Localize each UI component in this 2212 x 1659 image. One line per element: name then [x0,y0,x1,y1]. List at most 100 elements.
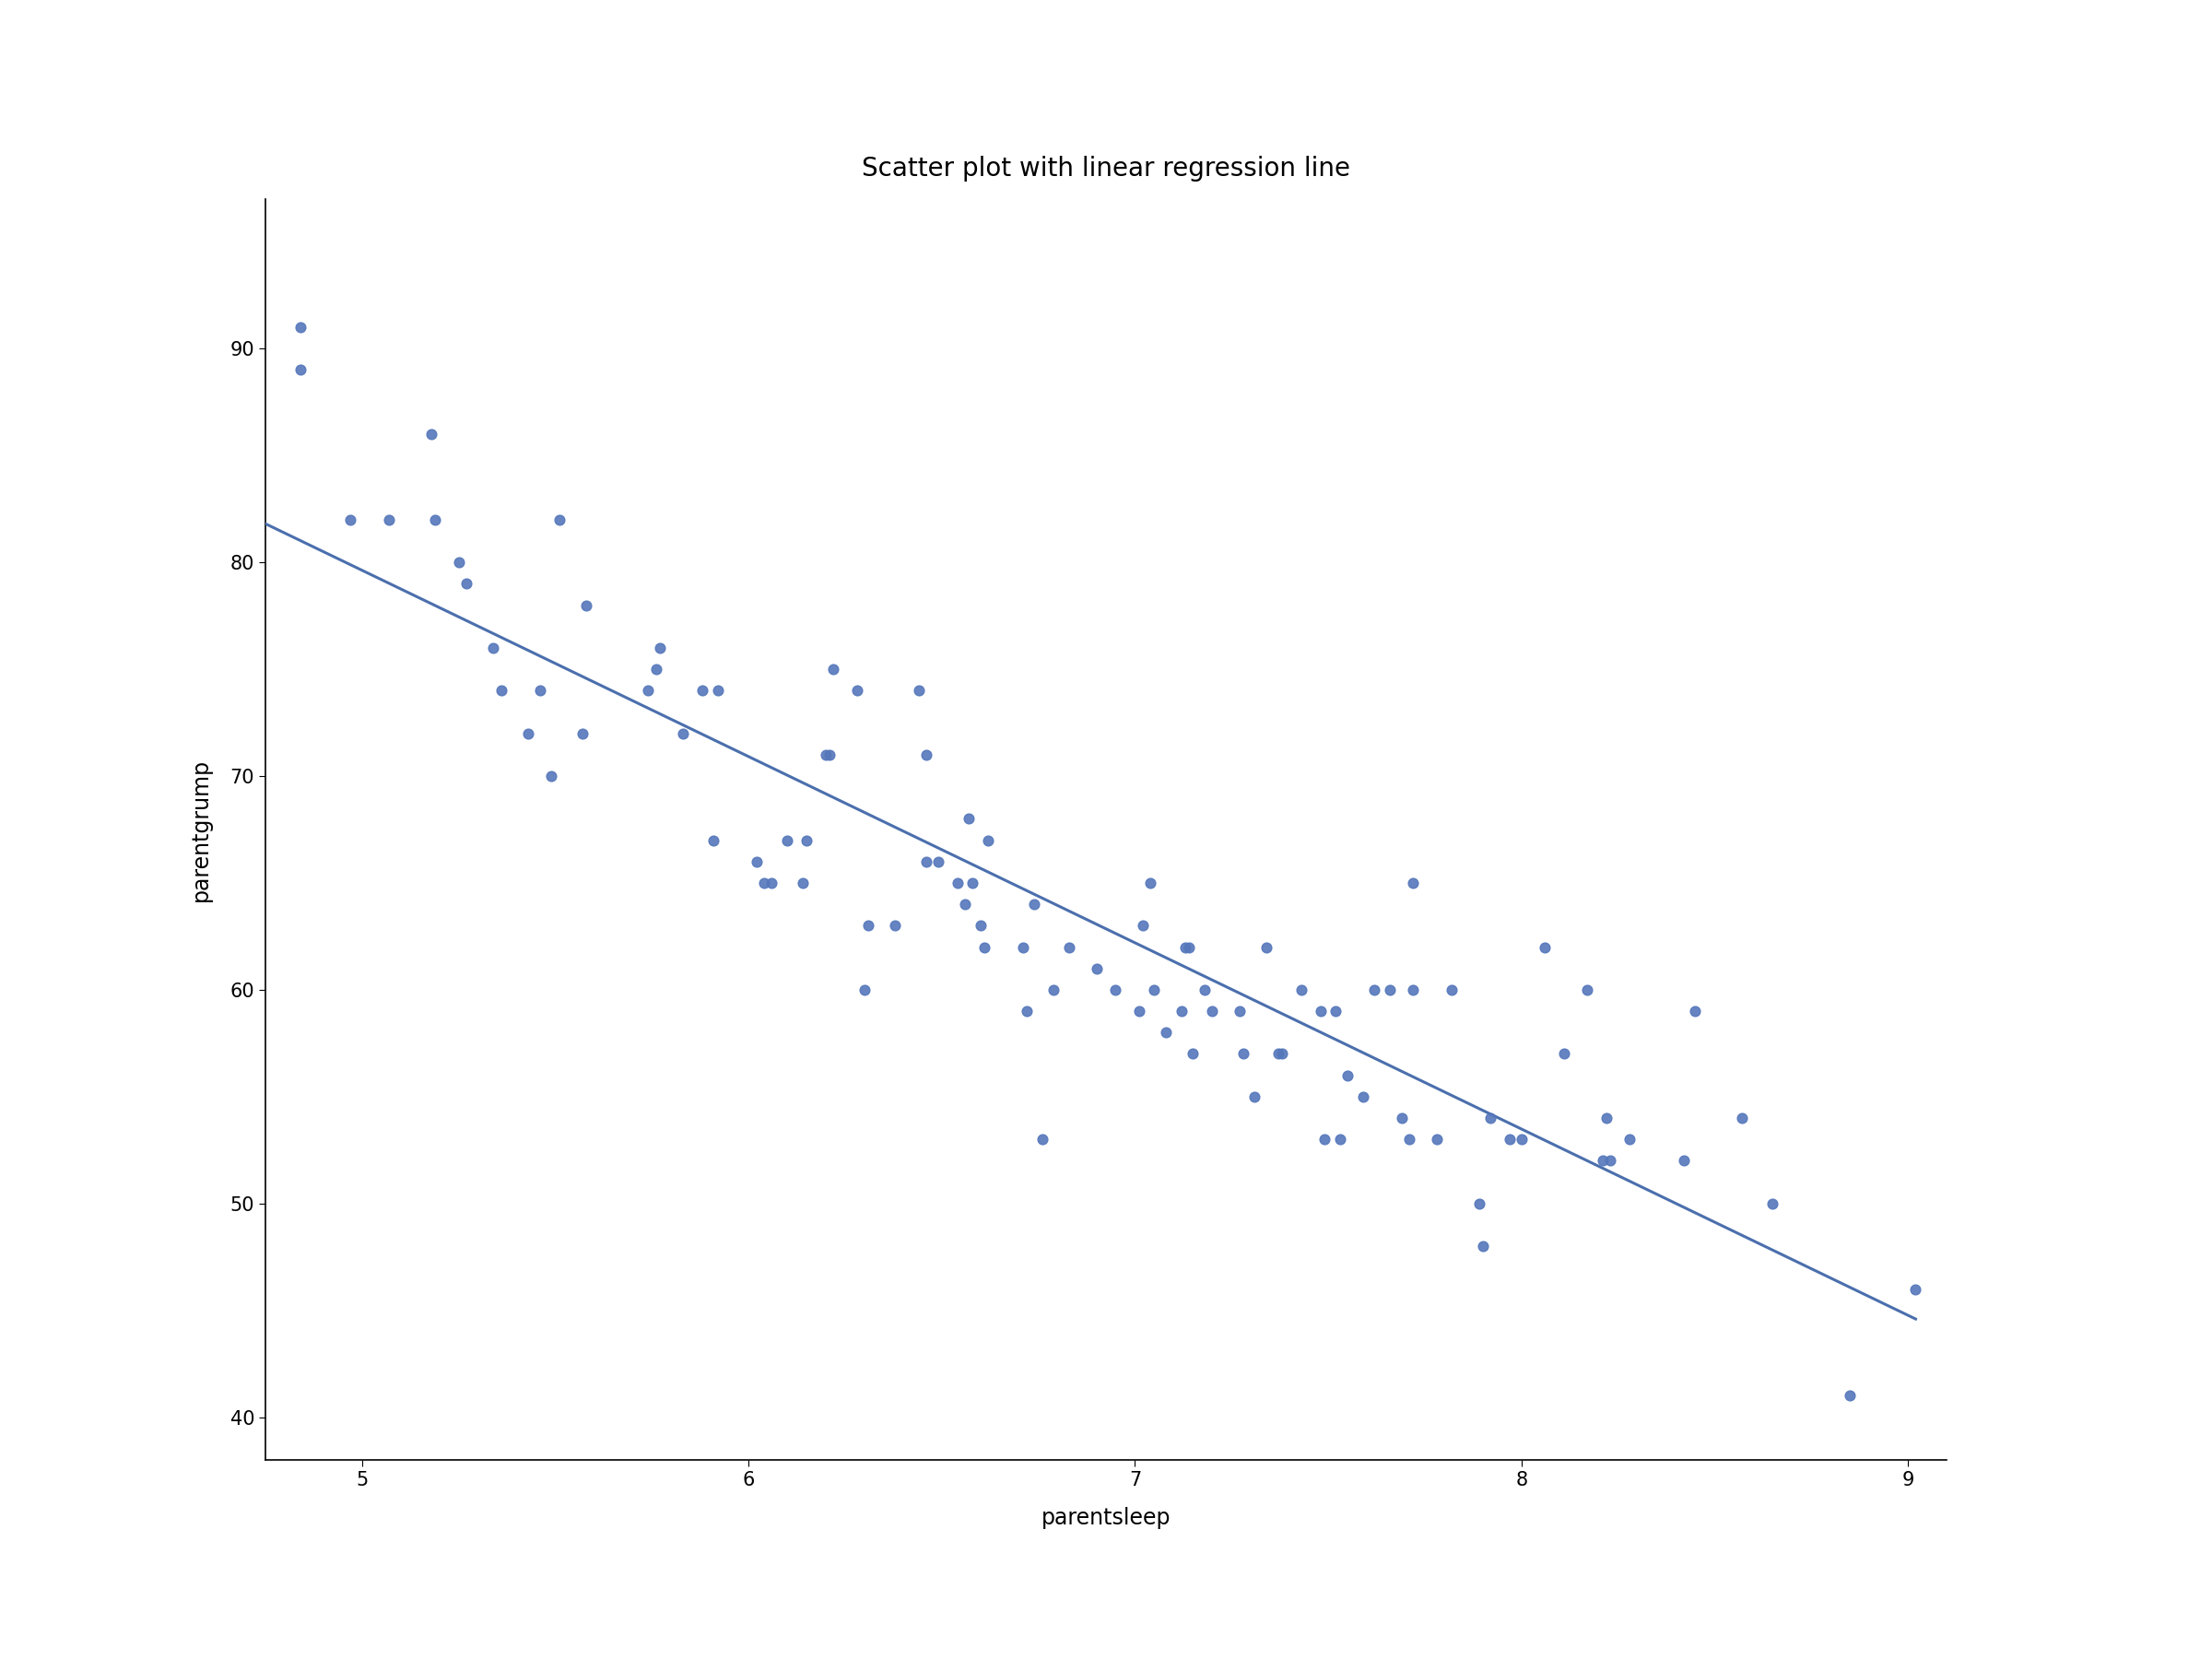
Point [484,677,520,703]
Point [522,677,557,703]
Point [940,869,975,896]
Point [418,506,453,533]
Point [1283,977,1318,1004]
Point [1526,934,1562,961]
Point [1462,1190,1498,1216]
Point [1148,1019,1183,1045]
Point [372,506,407,533]
Point [332,506,367,533]
Point [785,869,821,896]
Point [1473,1105,1509,1131]
Point [1898,1276,1933,1302]
Point [1175,1040,1210,1067]
Point [476,635,511,662]
Point [1677,997,1712,1024]
Point [739,848,774,874]
Point [951,806,987,833]
Point [1035,977,1071,1004]
Point [1004,934,1040,961]
Point [1588,1105,1624,1131]
Point [1385,1105,1420,1131]
Point [542,506,577,533]
Point [1396,977,1431,1004]
Point [1188,977,1223,1004]
Point [1329,1062,1365,1088]
Point [630,677,666,703]
Point [414,421,449,448]
Point [962,912,998,939]
Point [1221,997,1256,1024]
Point [956,869,991,896]
Point [1586,1148,1621,1175]
Point [1464,1233,1500,1259]
Point [754,869,790,896]
Point [1194,997,1230,1024]
Point [1723,1105,1759,1131]
Point [449,571,484,597]
Point [1164,997,1199,1024]
Point [847,977,883,1004]
Point [1225,1040,1261,1067]
Point [1126,912,1161,939]
Point [900,677,936,703]
Point [1754,1190,1790,1216]
Point [568,592,604,619]
Point [1018,891,1053,917]
Point [920,848,956,874]
Point [684,677,719,703]
Point [1168,934,1203,961]
Point [816,655,852,682]
Point [1263,1040,1298,1067]
Point [770,826,805,853]
Point [1832,1382,1867,1408]
Point [1493,1126,1528,1153]
Point [1051,934,1086,961]
Y-axis label: parentgrump: parentgrump [190,758,212,901]
Point [1250,934,1285,961]
Point [1504,1126,1540,1153]
Point [283,357,319,383]
Point [1318,997,1354,1024]
Point [1571,977,1606,1004]
Point [1009,997,1044,1024]
Point [564,720,599,747]
Point [807,742,843,768]
Point [745,869,781,896]
Point [1121,997,1157,1024]
Point [1024,1126,1060,1153]
Point [1261,1040,1296,1067]
Point [947,891,982,917]
Point [1323,1126,1358,1153]
Point [1133,869,1168,896]
Point [533,763,568,790]
X-axis label: parentsleep: parentsleep [1042,1506,1170,1530]
Point [637,655,672,682]
Point [699,677,734,703]
Point [838,677,874,703]
Point [1613,1126,1648,1153]
Point [1079,956,1115,982]
Point [1433,977,1469,1004]
Point [511,720,546,747]
Title: Scatter plot with linear regression line: Scatter plot with linear regression line [863,156,1349,181]
Point [697,826,732,853]
Point [812,742,847,768]
Point [971,826,1006,853]
Point [852,912,887,939]
Point [1418,1126,1453,1153]
Point [1172,934,1208,961]
Point [909,742,945,768]
Point [1396,869,1431,896]
Point [1345,1083,1380,1110]
Point [283,314,319,340]
Point [1371,977,1407,1004]
Point [790,826,825,853]
Point [1593,1148,1628,1175]
Point [909,848,945,874]
Point [878,912,914,939]
Point [1137,977,1172,1004]
Point [1391,1126,1427,1153]
Point [1307,1126,1343,1153]
Point [1356,977,1391,1004]
Point [666,720,701,747]
